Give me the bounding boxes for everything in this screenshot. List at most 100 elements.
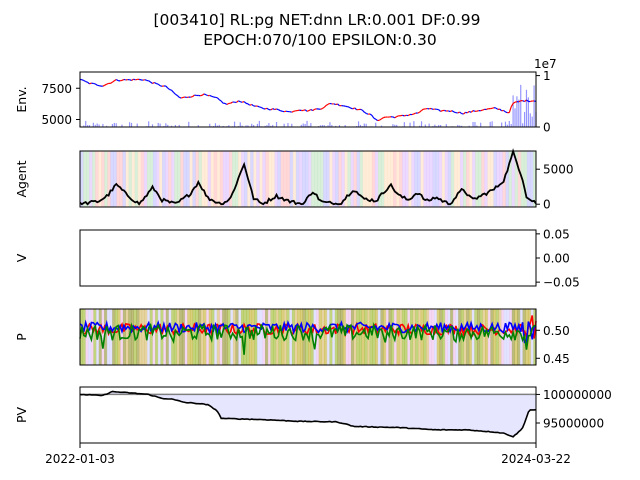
price-segment [448,110,451,113]
price-segment [303,109,306,112]
policy-stripe [203,309,207,365]
price-segment [276,108,279,111]
action-stripe [490,151,494,207]
action-stripe [481,151,485,207]
action-stripe [80,151,84,207]
price-segment [457,111,460,114]
price-segment [360,108,363,111]
price-segment [165,85,169,89]
action-stripe [478,151,482,207]
price-segment [83,80,86,83]
action-stripe [204,151,209,207]
volume-offset-label: 1e7 [534,57,557,71]
price-segment [503,109,506,113]
action-stripe [228,151,233,207]
price-segment [278,109,281,112]
action-stripe [387,151,391,207]
volume-bar [291,123,293,127]
policy-stripe [157,309,161,365]
action-stripe [429,151,434,207]
v-right-tick-label: 0.00 [543,252,570,266]
action-stripe [496,151,500,207]
price-segment [361,109,365,113]
volume-bar [304,123,306,127]
price-segment [104,83,107,86]
price-segment [169,88,172,91]
action-stripe [447,151,452,207]
volume-bar [239,122,241,127]
env-right-tick-label: 1 [543,69,551,83]
policy-stripe [503,309,507,365]
price-segment [133,78,136,81]
volume-bar [527,97,529,127]
volume-bar [491,121,493,127]
volume-bar [329,122,331,127]
volume-bar [157,122,159,127]
volume-bar [256,123,259,127]
price-segment [154,81,157,85]
volume-bar [253,125,255,127]
volume-bar [94,124,96,127]
action-stripe [225,151,230,207]
volume-bar [508,120,510,127]
volume-bar [440,125,442,127]
price-segment [220,100,224,104]
volume-bar [218,124,220,127]
agent-axes-frame [79,150,537,208]
price-segment [167,87,171,91]
price-segment [205,94,209,97]
action-stripe [377,151,382,207]
action-stripe [463,151,467,207]
action-stripe [453,151,458,207]
price-segment [350,107,354,110]
policy-stripe [442,309,446,365]
action-stripe [414,151,418,207]
price-segment [472,110,476,112]
policy-stripe [332,309,336,365]
policy-stripe [482,309,486,365]
volume-bar [375,122,377,127]
price-segment [291,110,294,113]
policy-stripe [141,309,145,365]
action-stripe [344,151,348,207]
price-segment [491,107,495,109]
price-segment [337,103,340,107]
action-stripe [143,151,148,207]
policy-stripe [278,309,282,365]
price-segment [114,79,117,82]
action-stripe [353,151,358,207]
action-stripe [277,151,282,207]
volume-bar [98,124,100,127]
volume-bar [283,123,285,127]
p-right-tick-label: 0.45 [543,352,570,366]
policy-stripe [139,309,143,365]
action-stripe [110,151,114,207]
action-stripe [156,151,160,207]
volume-bar [344,125,346,127]
action-stripe [432,151,437,207]
action-stripe [332,151,336,207]
volume-bar [403,122,405,127]
price-segment [468,110,472,113]
x-tick-start: 2022-01-03 [45,452,115,466]
action-stripe [499,151,503,207]
action-stripe [250,151,254,207]
price-segment [157,83,161,87]
volume-bar [130,122,133,127]
env-left-tick-label: 7500 [41,82,72,96]
action-stripe [165,151,169,207]
policy-stripe [198,309,202,365]
action-stripe [326,151,330,207]
price-segment [81,79,85,82]
volume-bar [434,124,436,127]
price-segment [394,116,398,119]
price-segment [121,78,125,81]
volume-bar [300,124,302,127]
policy-stripe [401,309,405,365]
action-stripe [210,151,215,207]
action-stripe [289,151,294,207]
price-segment [526,99,529,102]
policy-stripe [101,309,105,365]
volume-bar [111,123,114,127]
